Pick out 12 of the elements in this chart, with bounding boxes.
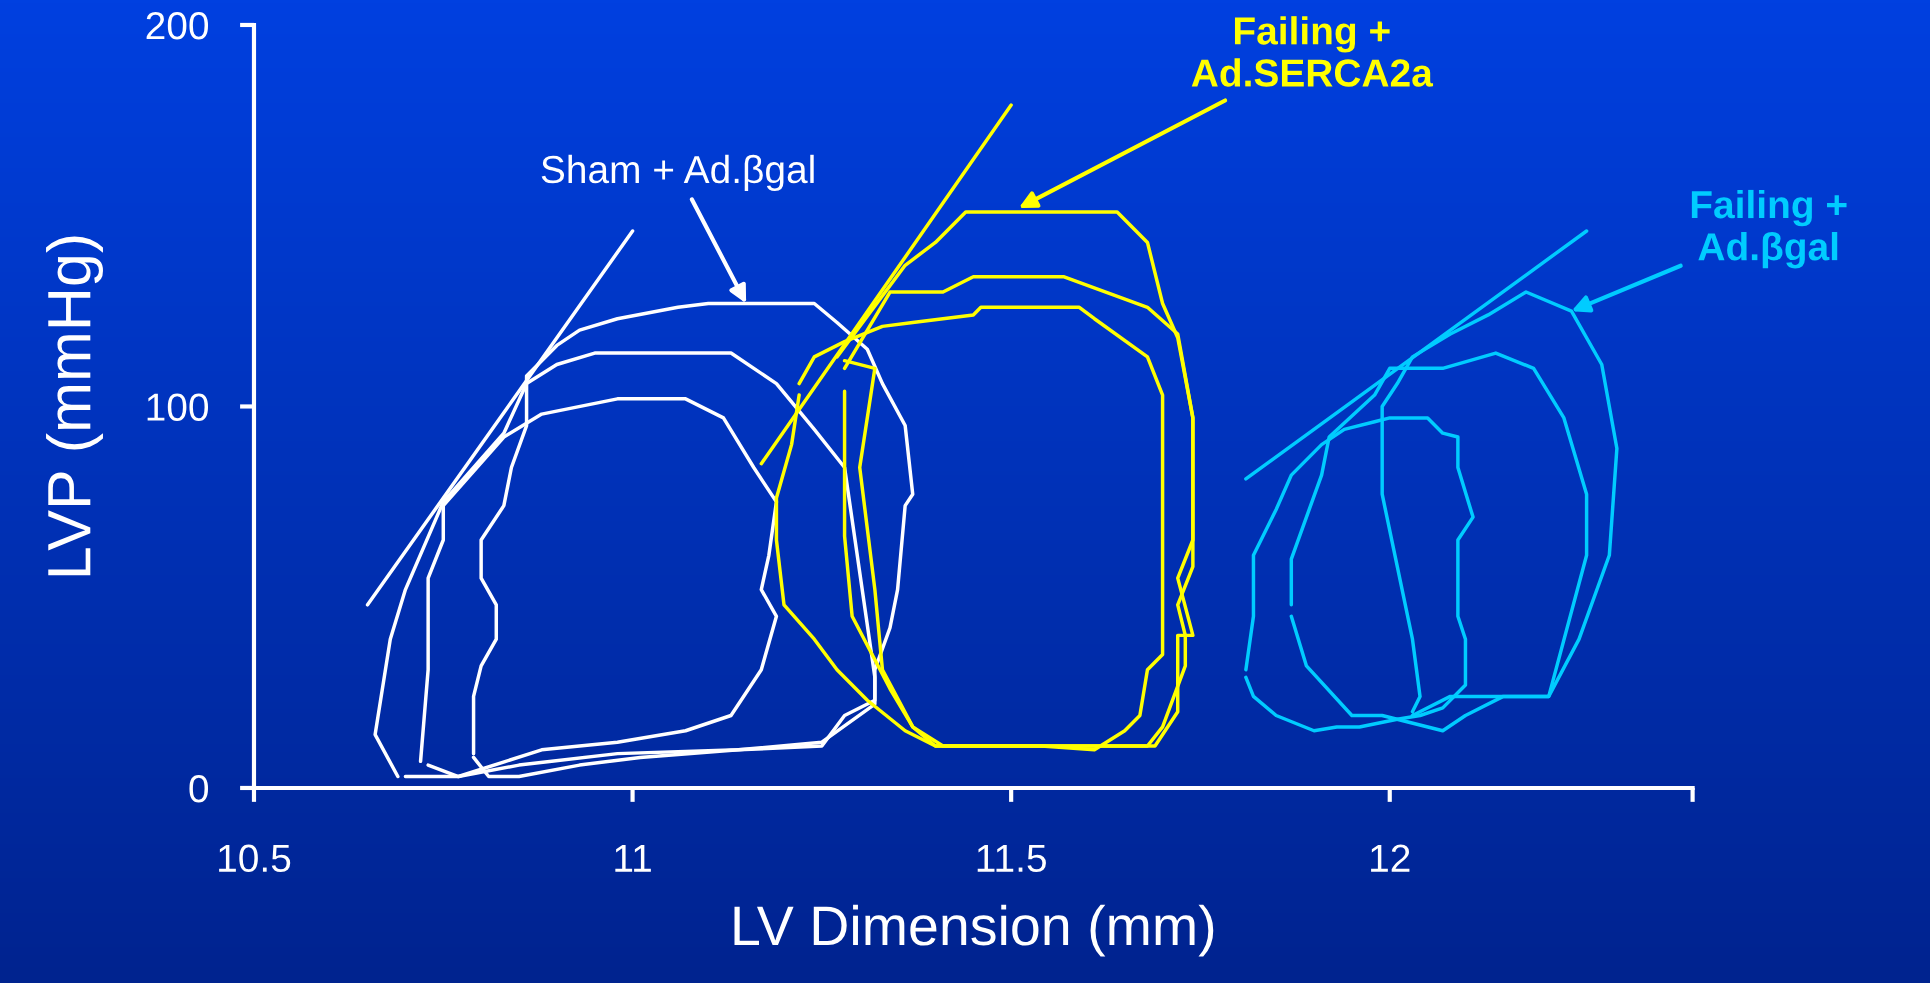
annotation: Failing + Ad.SERCA2a — [1191, 16, 1434, 87]
annotation: Failing + Ad.βgal — [1691, 189, 1847, 269]
y-axis-title: LVP (mmHg) — [46, 236, 103, 576]
x-tick-label: 11.5 — [977, 844, 1046, 873]
y-tick-label: 200 — [146, 11, 209, 40]
x-tick-label: 12 — [1371, 844, 1410, 872]
x-tick-label: 11 — [615, 844, 651, 872]
y-tick-label: 0 — [189, 774, 209, 803]
x-tick-label: 10.5 — [219, 844, 291, 873]
annotation: Sham + Ad.βgal — [541, 154, 814, 192]
x-axis-title: LV Dimension (mm) — [734, 904, 1214, 957]
y-tick-label: 100 — [147, 393, 209, 421]
